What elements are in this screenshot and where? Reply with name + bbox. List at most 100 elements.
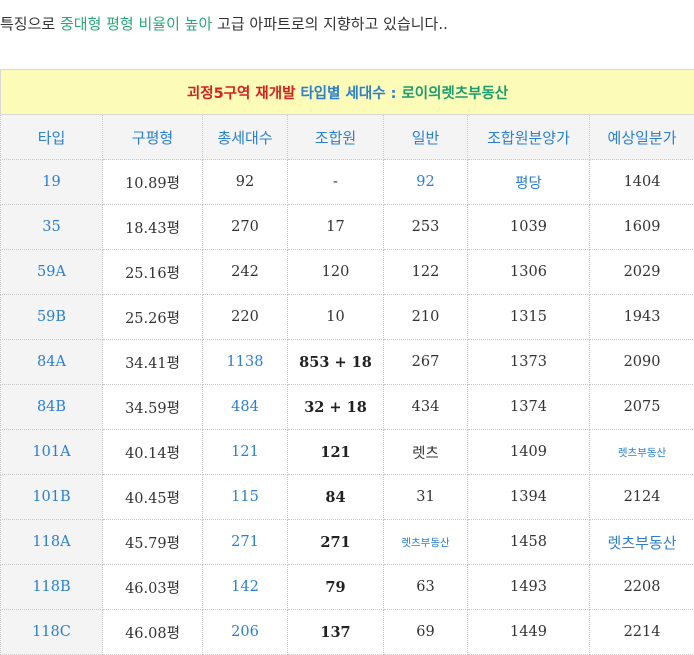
cell-member-price: 1493	[468, 565, 590, 610]
cell-expected-price: 렛츠부동산	[590, 520, 694, 565]
cell-general: 267	[384, 340, 468, 385]
table-row: 118C 46.08평 206 137 69 1449 2214	[1, 610, 694, 655]
cell-expected-price: 2124	[590, 475, 694, 520]
cell-general: 렛츠부동산	[384, 520, 468, 565]
cell-member-price: 1373	[468, 340, 590, 385]
cell-member: 853 + 18	[288, 340, 384, 385]
cell-member-price: 평당	[468, 160, 590, 205]
table-row: 118B 46.03평 142 79 63 1493 2208	[1, 565, 694, 610]
table-header-row: 타입 구평형 총세대수 조합원 일반 조합원분양가 예상일분가	[1, 115, 694, 160]
cell-general: 92	[384, 160, 468, 205]
caption-project: 괴정5구역 재개발	[187, 86, 301, 102]
cell-expected-price: 2214	[590, 610, 694, 655]
cell-old-size: 25.26평	[103, 295, 203, 340]
table-row: 101B 40.45평 115 84 31 1394 2124	[1, 475, 694, 520]
intro-before: 특징으로	[0, 15, 60, 33]
cell-member: 84	[288, 475, 384, 520]
cell-total-units: 242	[203, 250, 288, 295]
table-row: 35 18.43평 270 17 253 1039 1609	[1, 205, 694, 250]
cell-expected-price: 1943	[590, 295, 694, 340]
cell-expected-price: 1609	[590, 205, 694, 250]
cell-total-units: 115	[203, 475, 288, 520]
cell-old-size: 25.16평	[103, 250, 203, 295]
cell-member-price: 1315	[468, 295, 590, 340]
table-row: 118A 45.79평 271 271 렛츠부동산 1458 렛츠부동산	[1, 520, 694, 565]
header-old-size: 구평형	[103, 115, 203, 160]
cell-total-units: 92	[203, 160, 288, 205]
intro-text: 특징으로 중대형 평형 비율이 높아 고급 아파트로의 지향하고 있습니다..	[0, 13, 448, 34]
cell-member: 32 + 18	[288, 385, 384, 430]
cell-general: 210	[384, 295, 468, 340]
cell-expected-price: 렛츠부동산	[590, 430, 694, 475]
cell-member-price: 1394	[468, 475, 590, 520]
cell-total-units: 270	[203, 205, 288, 250]
cell-member: 120	[288, 250, 384, 295]
cell-old-size: 46.03평	[103, 565, 203, 610]
cell-type: 118C	[1, 610, 103, 655]
cell-type: 101A	[1, 430, 103, 475]
cell-member: 137	[288, 610, 384, 655]
intro-after: 고급 아파트로의 지향하고 있습니다..	[212, 15, 448, 33]
cell-type: 118A	[1, 520, 103, 565]
cell-total-units: 206	[203, 610, 288, 655]
cell-type: 59A	[1, 250, 103, 295]
cell-general: 63	[384, 565, 468, 610]
cell-old-size: 18.43평	[103, 205, 203, 250]
cell-member-price: 1039	[468, 205, 590, 250]
cell-type: 19	[1, 160, 103, 205]
cell-total-units: 142	[203, 565, 288, 610]
caption-source: 로이의렛츠부동산	[401, 86, 508, 102]
header-type: 타입	[1, 115, 103, 160]
cell-member: 17	[288, 205, 384, 250]
table-caption-row: 괴정5구역 재개발 타입별 세대수 : 로이의렛츠부동산	[1, 70, 694, 115]
cell-general: 253	[384, 205, 468, 250]
cell-old-size: 46.08평	[103, 610, 203, 655]
cell-type: 118B	[1, 565, 103, 610]
table-row: 59A 25.16평 242 120 122 1306 2029	[1, 250, 694, 295]
header-total-units: 총세대수	[203, 115, 288, 160]
intro-highlight: 중대형 평형 비율이 높아	[60, 15, 212, 33]
header-member-price: 조합원분양가	[468, 115, 590, 160]
table-row: 84B 34.59평 484 32 + 18 434 1374 2075	[1, 385, 694, 430]
cell-total-units: 121	[203, 430, 288, 475]
cell-member-price: 1306	[468, 250, 590, 295]
cell-expected-price: 2029	[590, 250, 694, 295]
caption-subject: 타입별 세대수 :	[300, 86, 401, 102]
cell-member: 79	[288, 565, 384, 610]
cell-old-size: 34.41평	[103, 340, 203, 385]
cell-general: 122	[384, 250, 468, 295]
cell-general: 31	[384, 475, 468, 520]
table-row: 84A 34.41평 1138 853 + 18 267 1373 2090	[1, 340, 694, 385]
cell-old-size: 45.79평	[103, 520, 203, 565]
cell-old-size: 40.14평	[103, 430, 203, 475]
cell-old-size: 10.89평	[103, 160, 203, 205]
cell-member: 271	[288, 520, 384, 565]
table-row: 19 10.89평 92 - 92 평당 1404	[1, 160, 694, 205]
cell-total-units: 271	[203, 520, 288, 565]
cell-total-units: 484	[203, 385, 288, 430]
header-general: 일반	[384, 115, 468, 160]
header-member: 조합원	[288, 115, 384, 160]
cell-member-price: 1449	[468, 610, 590, 655]
cell-member-price: 1374	[468, 385, 590, 430]
table-row: 59B 25.26평 220 10 210 1315 1943	[1, 295, 694, 340]
table-row: 101A 40.14평 121 121 렛츠 1409 렛츠부동산	[1, 430, 694, 475]
cell-member-price: 1458	[468, 520, 590, 565]
cell-type: 35	[1, 205, 103, 250]
cell-total-units: 1138	[203, 340, 288, 385]
cell-type: 84A	[1, 340, 103, 385]
cell-general: 렛츠	[384, 430, 468, 475]
cell-expected-price: 1404	[590, 160, 694, 205]
cell-old-size: 34.59평	[103, 385, 203, 430]
cell-general: 434	[384, 385, 468, 430]
table-caption: 괴정5구역 재개발 타입별 세대수 : 로이의렛츠부동산	[1, 70, 694, 115]
cell-member: 121	[288, 430, 384, 475]
cell-expected-price: 2208	[590, 565, 694, 610]
cell-type: 101B	[1, 475, 103, 520]
cell-expected-price: 2075	[590, 385, 694, 430]
cell-type: 59B	[1, 295, 103, 340]
cell-type: 84B	[1, 385, 103, 430]
header-expected-price: 예상일분가	[590, 115, 694, 160]
cell-member: 10	[288, 295, 384, 340]
cell-member: -	[288, 160, 384, 205]
